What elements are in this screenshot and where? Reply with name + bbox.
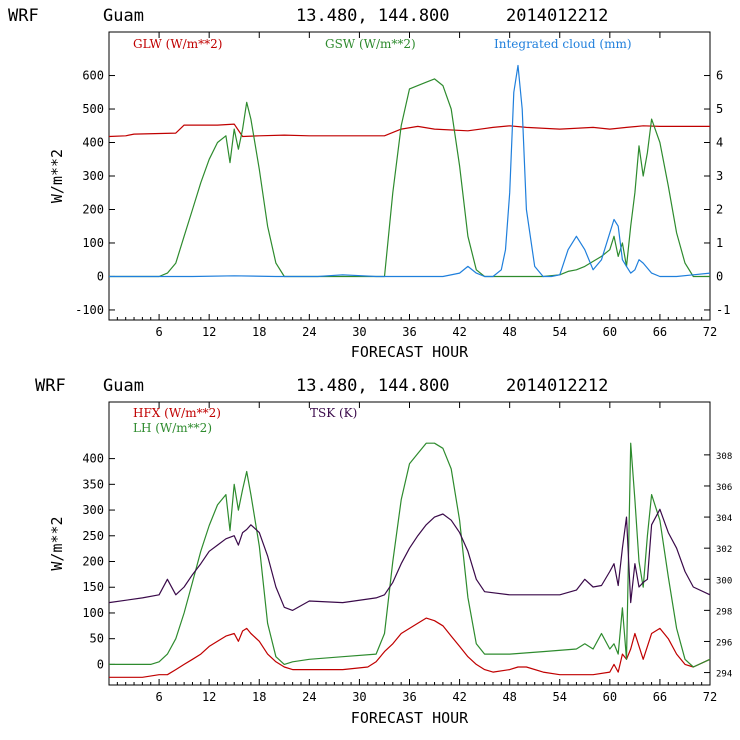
panel1-series-gsw (109, 78, 710, 278)
panel2-ytick-label: 200 (82, 555, 104, 569)
panel2-xtick-label: 6 (155, 690, 162, 704)
panel2-xlabel: FORECAST HOUR (351, 709, 469, 727)
panel1-y2tick-label: 5 (716, 102, 723, 116)
panel1-ylabel: W/m**2 (48, 149, 66, 203)
panel1-xlabel: FORECAST HOUR (351, 343, 469, 361)
panel1-y2tick-label: 3 (716, 169, 723, 183)
panel2-ytick-label: 50 (90, 632, 104, 646)
panel1-xtick-label: 36 (402, 325, 416, 339)
panel2-init: 2014012212 (506, 376, 608, 396)
panel1-legend-gsw: GSW (W/m**2) (325, 37, 416, 51)
panel2-model: WRF (35, 376, 66, 396)
panel1-xtick-label: 18 (252, 325, 266, 339)
panel1-xtick-label: 24 (302, 325, 316, 339)
panel1-ytick-label: 600 (82, 69, 104, 83)
panel2-legend-lh: LH (W/m**2) (133, 421, 212, 435)
panel1-xtick-label: 42 (452, 325, 466, 339)
panel1-header: WRF Guam 13.480, 144.800 2014012212 (8, 6, 608, 26)
panel1-xtick-label: 72 (703, 325, 717, 339)
panel2-xtick-label: 24 (302, 690, 316, 704)
panel2-ytick-label: 100 (82, 606, 104, 620)
panel2-y2tick-label: 308 (716, 452, 732, 462)
panel2-y2tick-label: 304 (716, 514, 732, 524)
panel2-y2tick-label: 302 (716, 545, 732, 555)
panel1-ytick-label: 0 (97, 269, 104, 283)
panel1-xtick-label: 48 (502, 325, 516, 339)
panel2-ytick-label: 350 (82, 477, 104, 491)
panel1-ytick-label: -100 (75, 303, 104, 317)
panel1-init: 2014012212 (506, 6, 608, 26)
panel1-y2tick-label: 2 (716, 202, 723, 216)
panel2-ytick-label: 400 (82, 452, 104, 466)
panel1-ytick-label: 100 (82, 236, 104, 250)
panel2-y2tick-label: 298 (716, 607, 732, 617)
panel1-legend-glw: GLW (W/m**2) (133, 37, 222, 51)
panel1-xtick-label: 12 (202, 325, 216, 339)
panel1-ytick-label: 400 (82, 136, 104, 150)
panel2-location: Guam (103, 376, 144, 396)
panel1-ytick-label: 500 (82, 102, 104, 116)
panel1-xtick-label: 60 (603, 325, 617, 339)
panel2-series-lh (109, 442, 711, 668)
panel1-model: WRF (8, 6, 39, 26)
panel2-series-hfx (109, 617, 711, 678)
panel1-xtick-label: 6 (155, 325, 162, 339)
panel2-ytick-label: 0 (97, 657, 104, 671)
panel1-ytick-label: 300 (82, 169, 104, 183)
panel2-y2tick-label: 296 (716, 638, 732, 648)
panel2-coords: 13.480, 144.800 (296, 376, 450, 396)
panel1-series-integrated (109, 64, 711, 278)
panel2-ytick-label: 300 (82, 503, 104, 517)
panel1-ytick-label: 200 (82, 202, 104, 216)
panel1-y2tick-label: 1 (716, 236, 723, 250)
panel2-chart: 6 12 18 24 30 36 42 48 54 60 66 72 0 50 100 150 200 250 30… (48, 401, 732, 727)
panel1-y2tick-label: -1 (716, 303, 730, 317)
panel2-y2tick-label: 306 (716, 483, 732, 493)
panel2-xtick-label: 60 (603, 690, 617, 704)
panel2-xtick-label: 72 (703, 690, 717, 704)
panel2-ytick-label: 150 (82, 580, 104, 594)
panel2-series-tsk (108, 508, 711, 612)
panel1-y2tick-label: 0 (716, 269, 723, 283)
panel2-xtick-label: 30 (352, 690, 366, 704)
panel1-xtick-label: 30 (352, 325, 366, 339)
panel2-ylabel: W/m**2 (48, 516, 66, 570)
panel2-ytick-label: 250 (82, 529, 104, 543)
panel2-xtick-label: 48 (502, 690, 516, 704)
panel2-xtick-label: 66 (653, 690, 667, 704)
panel1-y2tick-label: 4 (716, 136, 723, 150)
panel2-xtick-label: 18 (252, 690, 266, 704)
panel2-xtick-label: 42 (452, 690, 466, 704)
panel1-xtick-label: 54 (553, 325, 567, 339)
panel2-xtick-label: 12 (202, 690, 216, 704)
panel2-xtick-label: 54 (553, 690, 567, 704)
panel1-legend-integrated: Integrated cloud (mm) (494, 37, 632, 51)
panel2-legend-hfx: HFX (W/m**2) (133, 406, 221, 420)
panel2-y2tick-label: 300 (716, 576, 732, 586)
panel2-y2tick-label: 294 (716, 670, 732, 680)
panel2-xtick-label: 36 (402, 690, 416, 704)
panel1-y2tick-label: 6 (716, 69, 723, 83)
panel1-chart: 6 12 18 24 30 36 42 48 54 60 66 72-1000100200300400… (48, 31, 730, 361)
panel2-header: WRF Guam 13.480, 144.800 2014012212 (35, 376, 608, 396)
panel1-coords: 13.480, 144.800 (296, 6, 450, 26)
panel1-series-glw (108, 123, 710, 138)
panel1-location: Guam (103, 6, 144, 26)
panel2-legend-tsk: TSK (K) (310, 406, 357, 420)
panel1-xtick-label: 66 (653, 325, 667, 339)
